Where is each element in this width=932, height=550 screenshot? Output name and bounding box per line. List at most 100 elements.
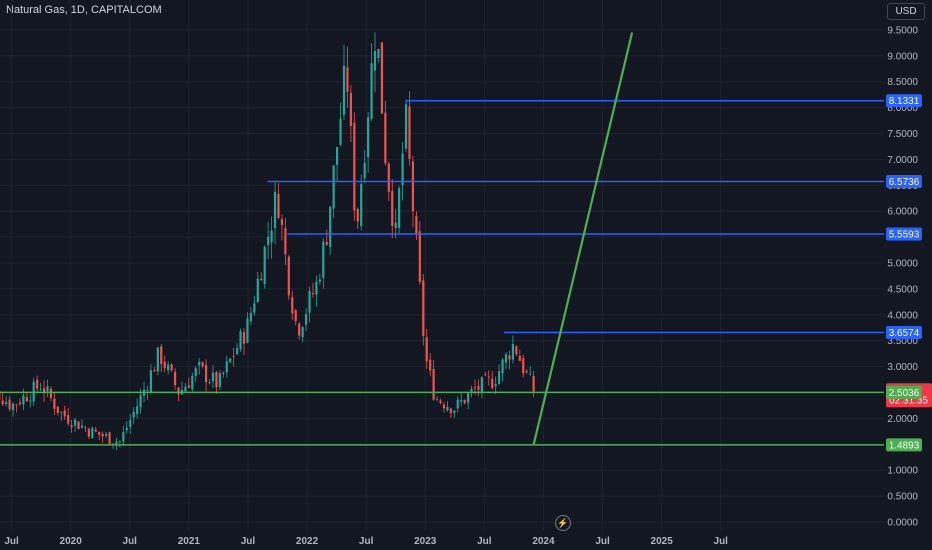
candle [435,395,439,402]
candle-body [484,374,487,376]
candle-body [453,410,456,414]
candle [501,358,504,382]
candle [80,419,84,429]
candle [349,85,352,142]
candle-body [335,147,339,165]
candle-body [70,425,73,428]
x-tick-label: Jul [359,536,374,547]
level-label-text: 8.1331 [889,96,920,107]
candle [325,229,328,246]
candle-body [170,364,173,371]
candle [498,364,501,385]
candle [342,44,346,121]
candle [370,43,373,122]
candle-body [42,387,46,394]
candle [415,210,418,241]
bolt-icon[interactable]: ⚡ [555,515,571,531]
candle-body [404,104,408,149]
candle [94,426,97,433]
candle-body [318,279,321,282]
candle-body [446,406,449,411]
candle-body [32,381,35,402]
candle-body [1,400,4,405]
candle [8,395,11,412]
candle-body [384,112,387,164]
candle-body [249,312,253,322]
candle-body [242,332,246,344]
candle [267,221,270,260]
candle-body [456,399,459,409]
candle-body [187,385,190,388]
candle [453,409,456,419]
candle-body [139,395,142,408]
candle-body [101,433,104,437]
candle-body [298,323,301,336]
candle-body [329,206,332,248]
candle-body [322,241,325,278]
candle [456,396,459,413]
y-tick-label: 6.0000 [887,207,918,218]
candle [484,372,487,376]
level-label-text: 1.4893 [889,440,920,451]
candle [398,185,401,234]
candle [491,371,494,390]
candle-body [63,410,66,417]
candle-body [356,209,359,222]
candle [470,385,473,398]
candle-body [98,431,101,435]
candle [401,142,404,201]
y-tick-label: 5.0000 [887,259,918,270]
candle-body [22,395,25,405]
candle-body [367,117,370,157]
candle [118,440,121,448]
candle-body [473,387,477,389]
candle-body [342,65,346,115]
candle [363,150,366,184]
candle [270,216,273,259]
candle-body [105,433,108,436]
candle [29,394,32,408]
y-tick-label: 4.0000 [887,310,918,321]
level-label-bg [886,385,922,399]
candle-body [118,441,121,443]
candle-body [280,219,284,225]
candle [429,353,432,377]
candle [418,220,421,285]
candle [198,358,201,375]
candle [408,91,411,166]
candle-body [315,281,318,295]
candle [532,370,535,398]
candle-body [287,256,290,296]
candle-body [415,215,418,236]
candle [42,380,46,402]
candle-body [191,376,194,390]
candle [277,183,280,220]
candle-body [229,358,232,363]
x-tick-label: 2023 [414,536,437,547]
candle [153,366,156,372]
candle-body [301,327,304,337]
candle [246,312,249,344]
candle-body [504,354,508,363]
y-tick-label: 1.0000 [887,466,918,477]
candle-body [525,371,528,373]
y-tick-label: 3.5000 [887,336,918,347]
candle [115,437,118,451]
candle [346,46,349,108]
candle-body [253,303,256,313]
y-tick-label: 3.0000 [887,362,918,373]
candle [477,379,480,397]
candle [53,392,56,415]
currency-button[interactable]: USD [887,3,925,20]
last-price-countdown: 02:31:35 [889,396,928,407]
candle-body [332,165,335,209]
candle [294,309,297,326]
candle-body [122,432,125,442]
candle [63,405,66,421]
level-label: 5.5593 [886,227,922,241]
candle-body [77,421,80,430]
candle-body [270,230,273,243]
candle-body [94,429,97,432]
candle-body [466,393,470,403]
